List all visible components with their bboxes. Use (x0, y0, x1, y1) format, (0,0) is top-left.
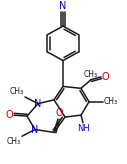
Text: CH₃: CH₃ (10, 87, 24, 96)
Text: CH₃: CH₃ (104, 97, 118, 106)
Text: O: O (102, 72, 110, 82)
Text: O: O (5, 110, 13, 120)
Text: O: O (55, 108, 63, 118)
Text: N: N (31, 124, 39, 134)
Text: N: N (34, 99, 42, 109)
Text: NH: NH (77, 124, 89, 133)
Text: N: N (59, 1, 67, 11)
Text: CH₃: CH₃ (84, 70, 98, 79)
Text: CH₃: CH₃ (7, 137, 21, 146)
